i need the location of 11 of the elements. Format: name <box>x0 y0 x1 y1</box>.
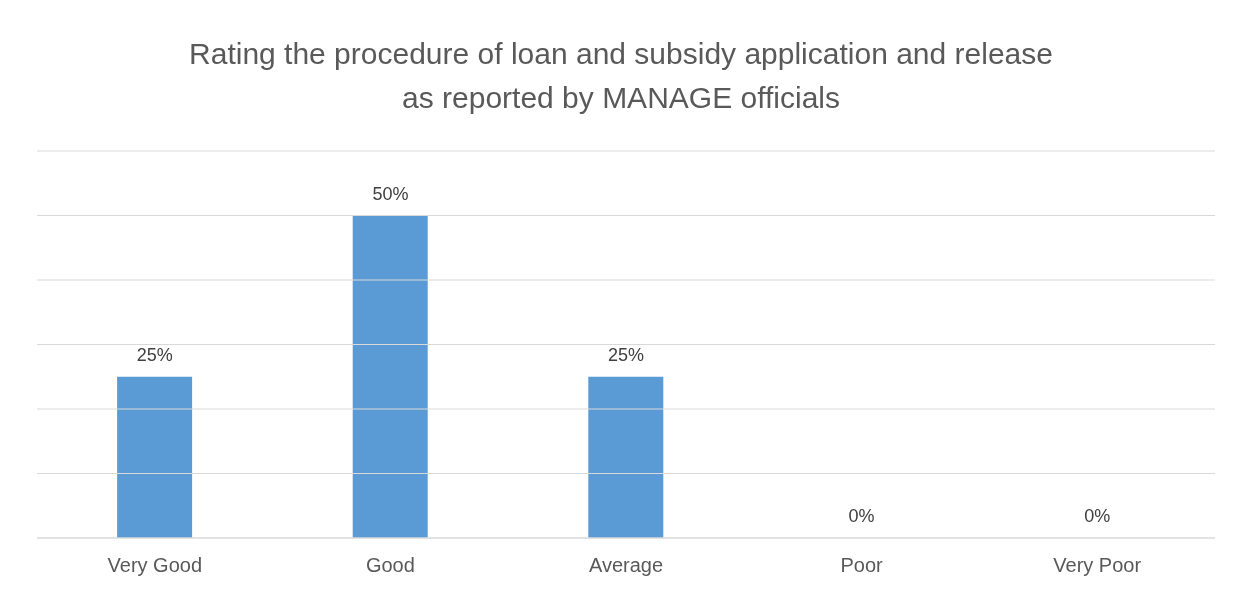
x-tick-label: Very Poor <box>1053 554 1142 577</box>
x-tick-label: Poor <box>840 554 884 577</box>
data-label: 25% <box>136 344 173 365</box>
x-tick-label: Very Good <box>107 554 203 577</box>
data-label: 25% <box>607 344 645 365</box>
chart-title: Rating the procedure of loan and subsidy application and release as reported by MANAGE officials <box>188 36 1054 116</box>
data-label: 0% <box>1084 506 1111 526</box>
data-label: 0% <box>848 506 875 526</box>
x-tick-label: Average <box>588 554 664 577</box>
x-tick-label: Good <box>365 554 415 577</box>
data-label: 50% <box>372 183 409 204</box>
